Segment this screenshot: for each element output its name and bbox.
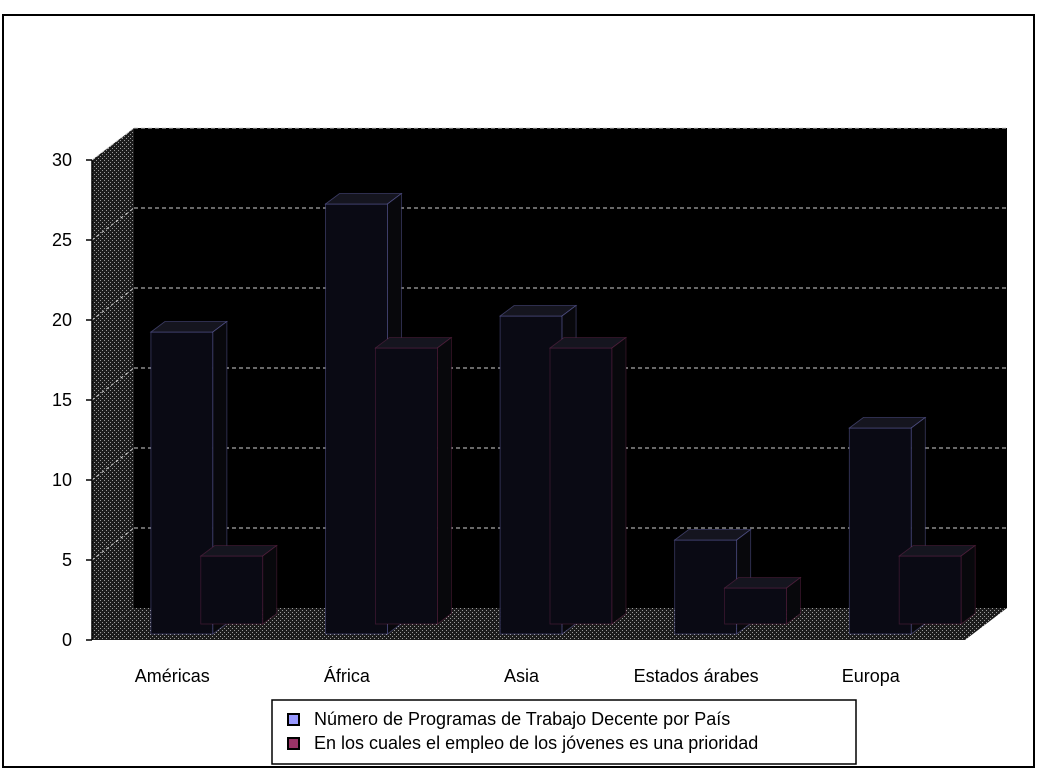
y-tick-label: 20 (52, 310, 72, 330)
bar-jovenes (724, 587, 787, 625)
legend-box (271, 699, 857, 765)
bar-side (262, 544, 278, 625)
bar-side (960, 544, 976, 625)
gridline-side (91, 447, 135, 481)
bar-jovenes (200, 555, 264, 625)
y-tick-label: 30 (52, 150, 72, 170)
y-tick-label: 10 (52, 470, 72, 490)
bar-jovenes (549, 347, 613, 625)
x-tick-label: África (324, 666, 371, 686)
plot-area: 0 5 10 15 20 25 30 Américas África Asia Estados ár… (52, 127, 1007, 686)
gridline-side (91, 207, 135, 241)
bar-jovenes (374, 347, 438, 625)
bar-side (611, 336, 627, 625)
bar-side (436, 336, 452, 625)
legend: Número de Programas de Trabajo Decente p… (271, 699, 857, 765)
gridline-side (91, 527, 135, 561)
legend-swatch (287, 713, 300, 726)
y-tick-label: 15 (52, 390, 72, 410)
gridline-side (91, 287, 135, 321)
gridline-side (91, 127, 135, 161)
legend-label: En los cuales el empleo de los jóvenes e… (314, 733, 758, 753)
bar-jovenes (898, 555, 962, 625)
gridline-side (91, 367, 135, 401)
legend-label: Número de Programas de Trabajo Decente p… (314, 709, 730, 729)
y-tick-label: 0 (62, 630, 72, 650)
y-tick-label: 5 (62, 550, 72, 570)
bar-side (786, 576, 801, 625)
x-tick-label: Américas (135, 666, 210, 686)
x-tick-label: Estados árabes (634, 666, 759, 686)
legend-swatch (287, 737, 300, 750)
x-tick-label: Europa (842, 666, 901, 686)
x-tick-label: Asia (504, 666, 540, 686)
y-tick-label: 25 (52, 230, 72, 250)
